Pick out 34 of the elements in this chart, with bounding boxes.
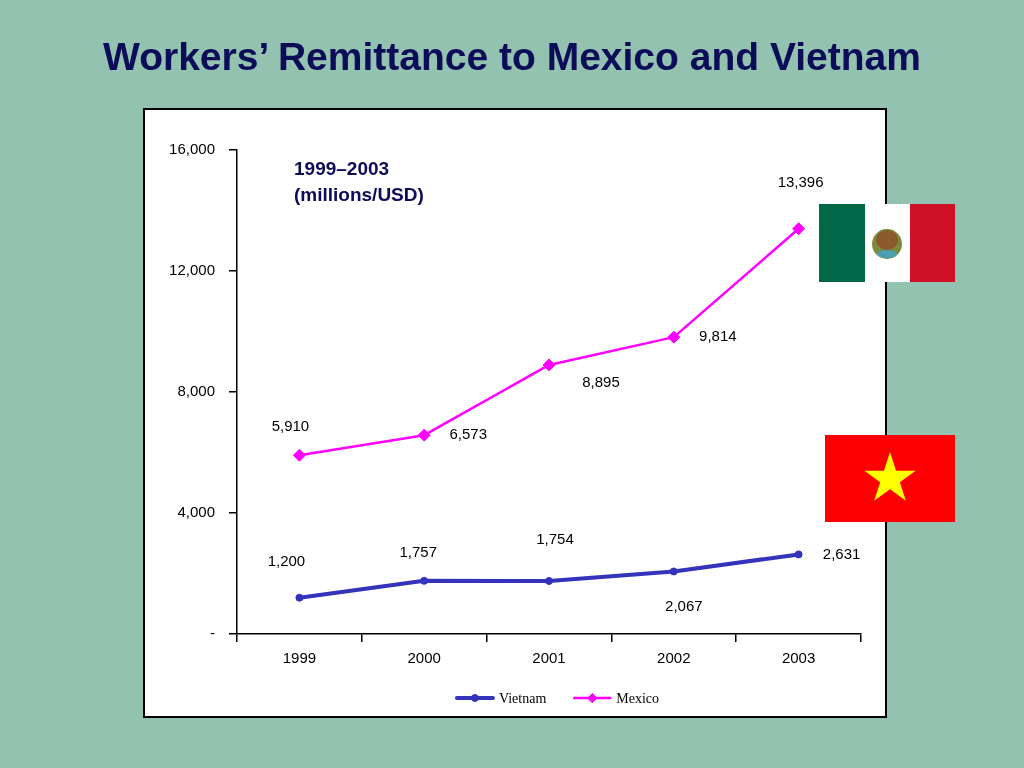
x-tick-label: 2002 <box>657 649 691 667</box>
legend-label: Mexico <box>616 690 660 706</box>
point <box>542 358 556 372</box>
point <box>667 330 681 344</box>
point <box>545 576 553 585</box>
y-tick-label: 16,000 <box>169 140 215 158</box>
chart-title: Workers’ Remittance to Mexico and Vietnam <box>102 34 922 80</box>
point <box>417 428 431 442</box>
data-label: 1,754 <box>536 530 574 548</box>
point <box>794 550 803 559</box>
y-tick-label: 12,000 <box>169 261 215 279</box>
point <box>295 593 304 602</box>
y-tick-label: 8,000 <box>177 382 215 400</box>
legend-label: Vietnam <box>498 690 547 706</box>
y-tick-label: - <box>210 624 215 642</box>
data-label: 8,895 <box>582 373 620 391</box>
point <box>292 448 306 462</box>
point <box>792 222 806 236</box>
x-tick-label: 2000 <box>407 649 441 667</box>
y-tick-label: 4,000 <box>177 503 215 521</box>
data-label: 2,631 <box>822 544 861 562</box>
data-label: 5,910 <box>271 417 310 435</box>
data-label: 13,396 <box>777 172 824 190</box>
data-label: 6,573 <box>449 425 487 443</box>
point <box>669 567 678 576</box>
data-label: 9,814 <box>699 327 737 345</box>
point <box>420 576 429 585</box>
data-label: 1,200 <box>267 551 306 569</box>
data-label: 1,757 <box>399 542 437 560</box>
x-tick-label: 1999 <box>282 649 317 667</box>
x-tick-label: 2001 <box>532 649 566 667</box>
x-tick-label: 2003 <box>781 649 816 667</box>
data-label: 2,067 <box>665 596 703 614</box>
text: 1999–2003 (millions/USD) <box>294 157 425 207</box>
